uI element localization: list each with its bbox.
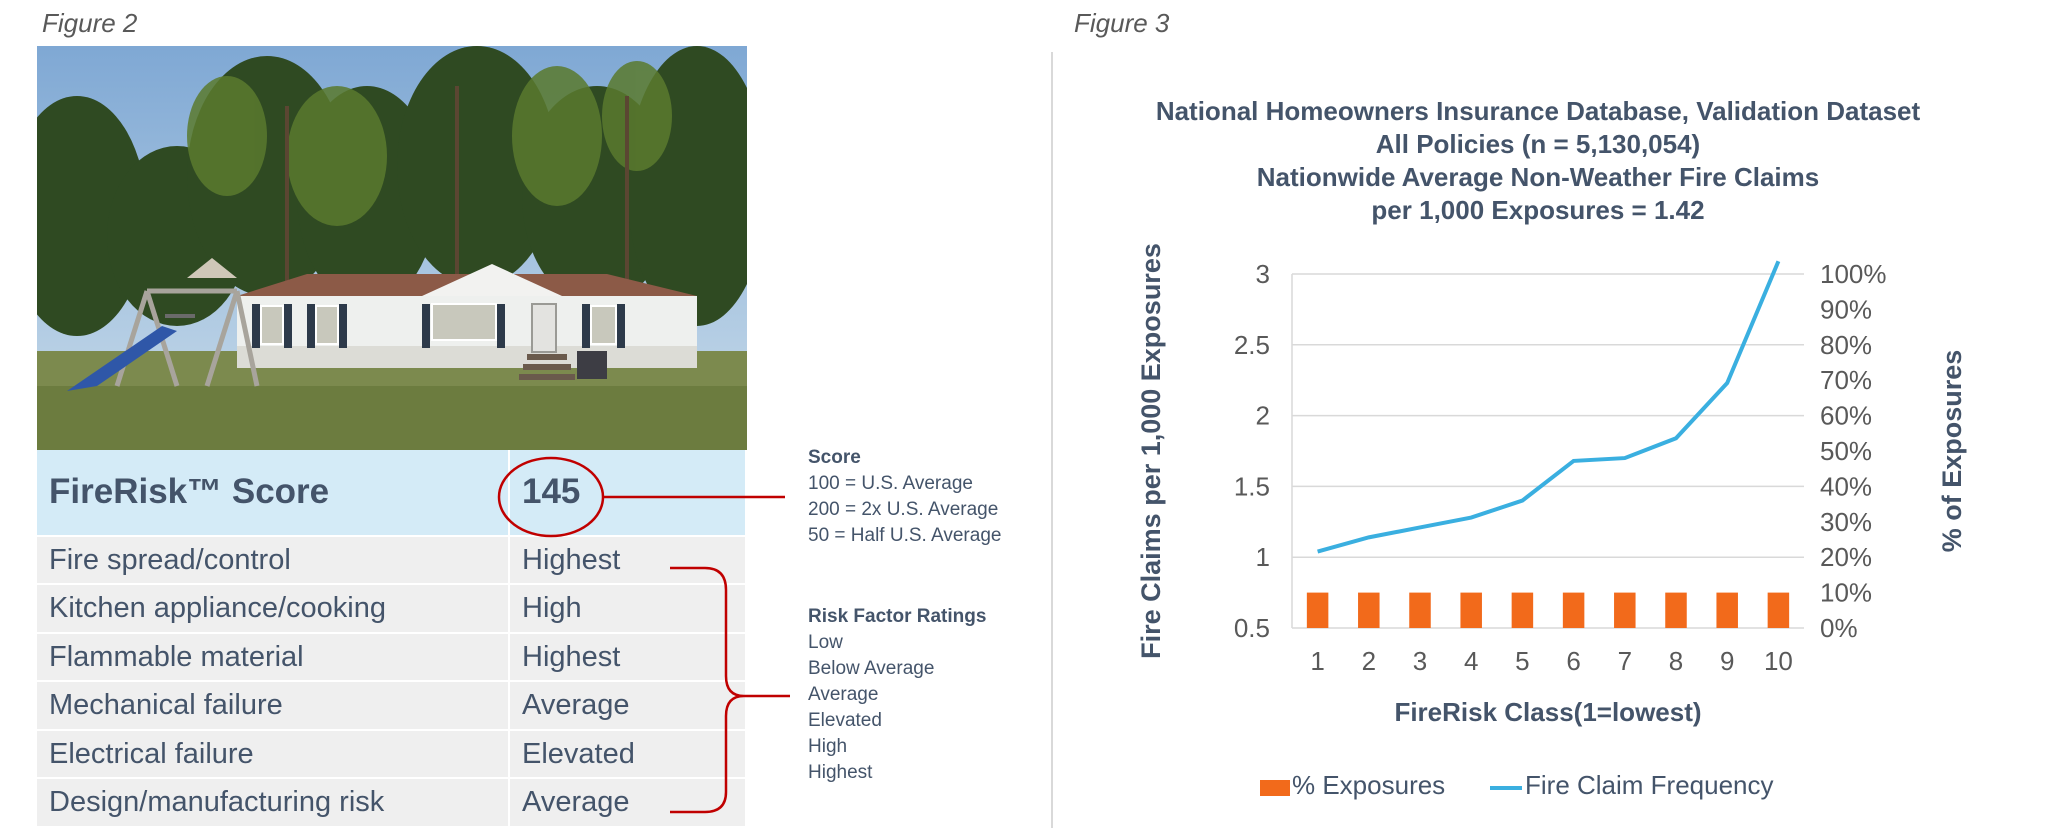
- y2-tick-label: 10%: [1820, 578, 1872, 608]
- bar-series: [1306, 592, 1790, 628]
- table-row: Fire spread/control Highest: [37, 535, 747, 586]
- risk-factor-rating: Elevated: [509, 729, 747, 780]
- score-circle: [497, 456, 605, 538]
- risk-factor-name: Fire spread/control: [37, 535, 510, 586]
- x-tick-label: 8: [1669, 646, 1683, 676]
- bar-exposures: [1767, 592, 1790, 628]
- ratings-note-title: Risk Factor Ratings: [808, 606, 987, 627]
- legend-label-frequency: Fire Claim Frequency: [1525, 770, 1774, 800]
- x-axis-label: FireRisk Class(1=lowest): [1394, 697, 1701, 727]
- ratings-note: Risk Factor Ratings Low Below Average Av…: [808, 604, 986, 786]
- y2-tick-label: 50%: [1820, 436, 1872, 466]
- bar-exposures: [1665, 592, 1687, 628]
- ratings-note-line: Average: [808, 684, 879, 705]
- risk-factor-name: Flammable material: [37, 632, 510, 683]
- risk-factor-name: Electrical failure: [37, 729, 510, 780]
- x-tick-label: 4: [1464, 646, 1478, 676]
- y2-tick-label: 80%: [1820, 330, 1872, 360]
- fire-claims-chart: National Homeowners Insurance Database, …: [1136, 96, 1967, 800]
- x-tick-label: 1: [1310, 646, 1324, 676]
- y2-tick-label: 90%: [1820, 294, 1872, 324]
- x-tick-label: 9: [1720, 646, 1734, 676]
- risk-factor-rating: Average: [509, 778, 747, 828]
- legend-swatch-exposures: [1260, 780, 1290, 796]
- chart-title-line: Nationwide Average Non-Weather Fire Clai…: [1257, 162, 1820, 192]
- x-tick-label: 7: [1618, 646, 1632, 676]
- house-photo: [37, 46, 747, 450]
- score-note-line: 200 = 2x U.S. Average: [808, 499, 999, 520]
- ratings-note-line: Below Average: [808, 658, 935, 679]
- y2-tick-label: 70%: [1820, 365, 1872, 395]
- y-tick-label: 2: [1256, 401, 1270, 431]
- chart-title: National Homeowners Insurance Database, …: [1156, 96, 1921, 225]
- risk-factor-name: Mechanical failure: [37, 681, 510, 731]
- chart-title-line: per 1,000 Exposures = 1.42: [1371, 195, 1704, 225]
- y2-tick-label: 60%: [1820, 401, 1872, 431]
- risk-factor-rating: Highest: [509, 632, 747, 683]
- y2-tick-label: 30%: [1820, 507, 1872, 537]
- score-note: Score 100 = U.S. Average 200 = 2x U.S. A…: [808, 445, 1001, 549]
- y-tick-label: 1.5: [1234, 471, 1270, 501]
- annotation-overlay: [497, 456, 790, 814]
- risk-factor-name: Design/manufacturing risk: [37, 778, 510, 828]
- y-tick-label: 0.5: [1234, 613, 1270, 643]
- bar-exposures: [1358, 592, 1380, 628]
- x-axis-ticks: 1 2 3 4 5 6 7 8 9 10: [1310, 646, 1792, 676]
- firerisk-table: FireRisk™ Score 145 Fire spread/control …: [37, 450, 747, 828]
- score-row: FireRisk™ Score 145: [37, 450, 747, 537]
- risk-factor-rating: Highest: [509, 535, 747, 586]
- table-row: Flammable material Highest: [37, 632, 747, 683]
- y2-axis-ticks: 0% 10% 20% 30% 40% 50% 60% 70% 80% 90% 100%: [1820, 259, 1887, 643]
- table-row: Kitchen appliance/cooking High: [37, 584, 747, 634]
- ratings-note-line: Low: [808, 632, 843, 653]
- risk-factor-rating: Average: [509, 681, 747, 731]
- y2-tick-label: 100%: [1820, 259, 1887, 289]
- figure-2-label: Figure 2: [42, 8, 138, 38]
- x-tick-label: 3: [1413, 646, 1427, 676]
- y2-tick-label: 20%: [1820, 542, 1872, 572]
- x-tick-label: 2: [1362, 646, 1376, 676]
- figure-3-label: Figure 3: [1074, 8, 1170, 38]
- x-tick-label: 6: [1566, 646, 1580, 676]
- risk-factor-name: Kitchen appliance/cooking: [37, 584, 510, 634]
- y-axis-ticks: 0.5 1 1.5 2 2.5 3: [1234, 259, 1270, 643]
- bar-exposures: [1460, 592, 1482, 628]
- ratings-note-line: Elevated: [808, 710, 882, 731]
- y2-axis-label: % of Exposures: [1937, 350, 1967, 553]
- table-row: Design/manufacturing risk Average: [37, 778, 747, 828]
- bar-exposures: [1614, 592, 1636, 628]
- risk-factor-rating: High: [509, 584, 747, 634]
- ratings-note-line: High: [808, 736, 848, 757]
- ratings-note-line: Highest: [808, 762, 873, 783]
- y2-tick-label: 40%: [1820, 471, 1872, 501]
- y-tick-label: 3: [1256, 259, 1270, 289]
- ratings-bracket: [670, 566, 745, 814]
- score-note-line: 100 = U.S. Average: [808, 473, 973, 494]
- chart-title-line: All Policies (n = 5,130,054): [1376, 129, 1700, 159]
- bar-exposures: [1562, 592, 1585, 628]
- chart-legend: % Exposures Fire Claim Frequency: [1260, 770, 1774, 800]
- y2-tick-label: 0%: [1820, 613, 1858, 643]
- score-label: FireRisk™ Score: [37, 450, 510, 537]
- y-tick-label: 2.5: [1234, 330, 1270, 360]
- bar-exposures: [1511, 592, 1534, 628]
- bar-exposures: [1409, 592, 1431, 628]
- table-row: Electrical failure Elevated: [37, 729, 747, 780]
- line-series-fire-claim-frequency: [1317, 260, 1781, 554]
- chart-grid: [1291, 273, 1804, 629]
- y-axis-label: Fire Claims per 1,000 Exposures: [1136, 243, 1166, 659]
- chart-title-line: National Homeowners Insurance Database, …: [1156, 96, 1921, 126]
- score-note-title: Score: [808, 447, 861, 468]
- x-tick-label: 10: [1764, 646, 1793, 676]
- bar-exposures: [1306, 592, 1329, 628]
- bar-exposures: [1716, 592, 1738, 628]
- x-tick-label: 5: [1515, 646, 1529, 676]
- score-value: 145: [509, 450, 747, 537]
- figure-divider: [1051, 52, 1053, 828]
- y-tick-label: 1: [1256, 542, 1270, 572]
- legend-label-exposures: % Exposures: [1292, 770, 1445, 800]
- table-row: Mechanical failure Average: [37, 681, 747, 731]
- score-note-line: 50 = Half U.S. Average: [808, 525, 1002, 546]
